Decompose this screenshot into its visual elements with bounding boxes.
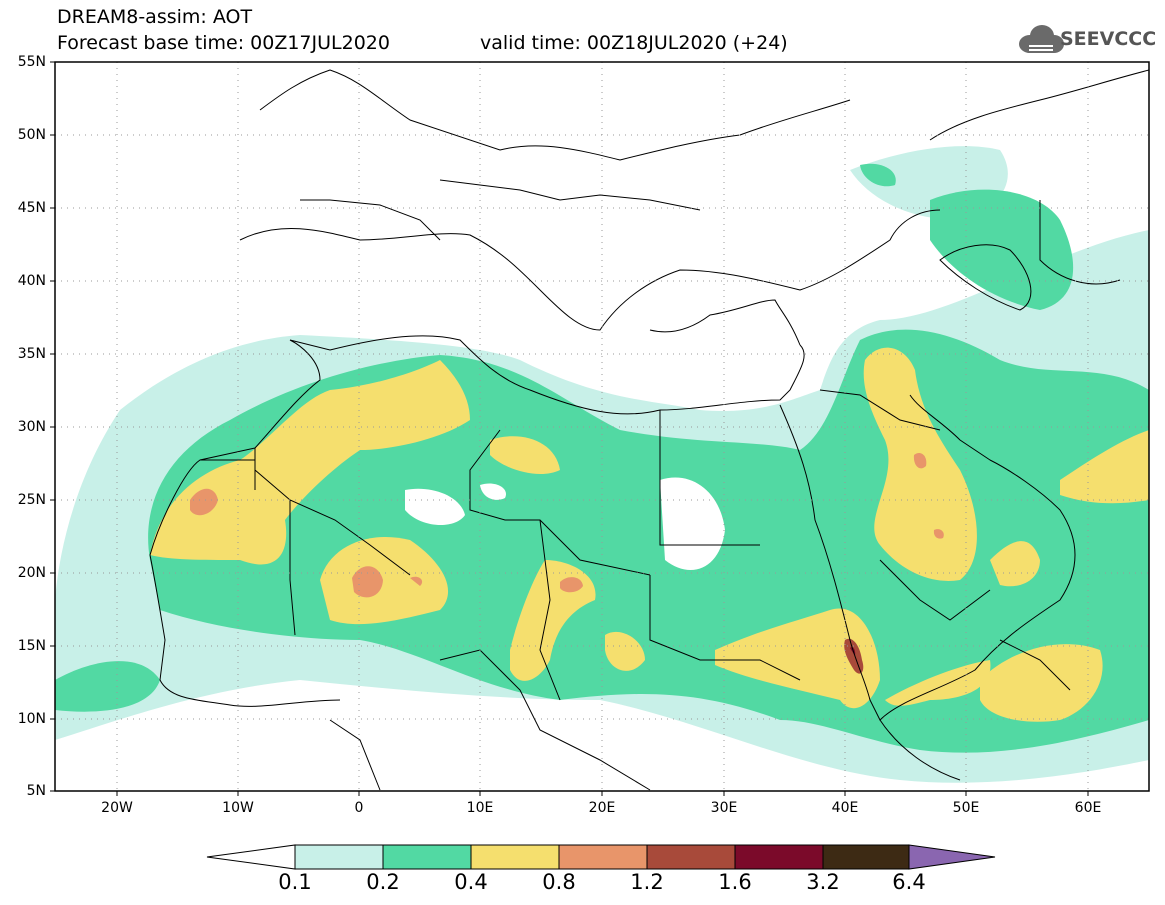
colorbar-label: 0.4 bbox=[454, 870, 488, 894]
lat-label: 40N bbox=[17, 273, 46, 289]
valid-time: valid time: 00Z18JUL2020 (+24) bbox=[480, 32, 788, 54]
lat-label: 35N bbox=[17, 346, 46, 362]
lat-label: 55N bbox=[17, 54, 46, 70]
lon-label: 60E bbox=[1074, 800, 1102, 816]
lat-label: 25N bbox=[17, 492, 46, 508]
forecast-base-time: Forecast base time: 00Z17JUL2020 bbox=[57, 32, 390, 54]
colorbar-extend-high bbox=[908, 844, 996, 870]
lon-label: 20W bbox=[101, 800, 133, 816]
lon-label: 40E bbox=[831, 800, 859, 816]
colorbar-swatch bbox=[294, 844, 384, 870]
graticule bbox=[55, 62, 1149, 791]
colorbar-label: 0.8 bbox=[542, 870, 576, 894]
coastlines bbox=[149, 69, 1149, 791]
lat-label: 10N bbox=[17, 711, 46, 727]
logo-text: SEEVCCC bbox=[1060, 28, 1157, 50]
lat-label: 15N bbox=[17, 638, 46, 654]
colorbar bbox=[206, 844, 996, 870]
colorbar-label: 1.2 bbox=[630, 870, 664, 894]
lon-label: 0 bbox=[354, 800, 364, 816]
colorbar-extend-low bbox=[206, 844, 296, 870]
cloud-logo-icon bbox=[1019, 25, 1064, 53]
colorbar-label: 6.4 bbox=[892, 870, 926, 894]
model-title: DREAM8-assim: AOT bbox=[57, 6, 253, 28]
colorbar-swatch bbox=[734, 844, 824, 870]
colorbar-label: 3.2 bbox=[806, 870, 840, 894]
lon-label: 30E bbox=[710, 800, 738, 816]
colorbar-swatch bbox=[382, 844, 472, 870]
colorbar-label: 0.2 bbox=[366, 870, 400, 894]
lat-label: 45N bbox=[17, 200, 46, 216]
colorbar-swatch bbox=[558, 844, 648, 870]
lat-label: 50N bbox=[17, 127, 46, 143]
axis-ticks bbox=[50, 61, 1089, 796]
lon-label: 10E bbox=[466, 800, 494, 816]
colorbar-swatch bbox=[822, 844, 910, 870]
lat-label: 5N bbox=[26, 783, 46, 799]
lon-label: 50E bbox=[952, 800, 980, 816]
lat-label: 20N bbox=[17, 565, 46, 581]
colorbar-label: 0.1 bbox=[278, 870, 312, 894]
colorbar-swatch bbox=[646, 844, 736, 870]
colorbar-label: 1.6 bbox=[718, 870, 752, 894]
lon-label: 10W bbox=[222, 800, 254, 816]
lat-label: 30N bbox=[17, 419, 46, 435]
lon-label: 20E bbox=[588, 800, 616, 816]
colorbar-swatch bbox=[470, 844, 560, 870]
